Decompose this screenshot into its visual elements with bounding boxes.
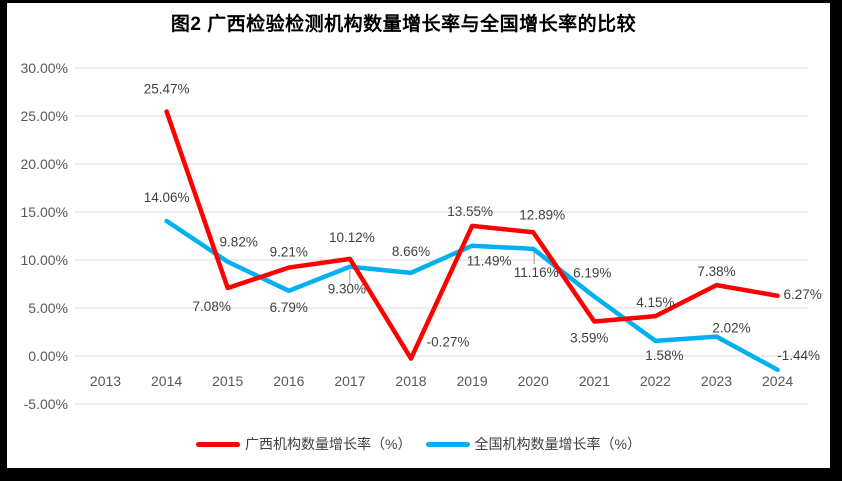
y-axis-tick-label: 20.00%: [21, 156, 68, 172]
legend-label-national: 全国机构数量增长率（%）: [474, 436, 641, 452]
data-label: 9.82%: [220, 235, 258, 250]
data-label: 6.79%: [270, 300, 308, 315]
series-line-national: [164, 218, 780, 373]
data-label: 10.12%: [329, 230, 375, 245]
y-axis-tick-label: -5.00%: [24, 396, 68, 412]
y-axis-tick-label: 15.00%: [21, 204, 68, 220]
data-label: 7.08%: [193, 299, 231, 314]
legend-item-national: 全国机构数量增长率（%）: [425, 434, 641, 454]
data-label: 8.66%: [392, 244, 430, 259]
data-label: 9.30%: [328, 282, 366, 297]
x-axis-tick-label: 2018: [395, 373, 426, 389]
data-label: 2.02%: [712, 321, 750, 336]
x-axis-tick-label: 2022: [640, 373, 671, 389]
x-axis-tick-label: 2017: [334, 373, 365, 389]
data-label: 12.89%: [519, 207, 565, 222]
x-axis-tick-label: 2016: [273, 373, 304, 389]
legend-item-guangxi: 广西机构数量增长率（%）: [196, 434, 412, 454]
data-label: 13.55%: [447, 204, 493, 219]
x-axis-tick-label: 2019: [457, 373, 488, 389]
data-label: 9.21%: [270, 245, 308, 260]
y-axis-tick-label: 10.00%: [21, 252, 68, 268]
data-label: -0.27%: [427, 335, 470, 350]
series-line-guangxi: [164, 109, 780, 361]
x-axis-tick-label: 2023: [701, 373, 732, 389]
guangxi-series-swatch: [196, 441, 241, 447]
x-axis-tick-label: 2013: [90, 373, 121, 389]
data-label: 6.19%: [573, 266, 611, 281]
y-axis-tick-label: 5.00%: [28, 300, 68, 316]
y-axis-tick-label: 0.00%: [28, 348, 68, 364]
legend: 广西机构数量增长率（%） 全国机构数量增长率（%）: [7, 434, 830, 454]
data-label: 4.15%: [636, 295, 674, 310]
data-label: 25.47%: [144, 81, 190, 96]
plot-area: 30.00% 25.00% 20.00% 15.00% 10.00% 5.00% 0.00%…: [21, 60, 822, 412]
data-label: 3.59%: [570, 331, 608, 346]
y-axis-tick-label: 25.00%: [21, 108, 68, 124]
x-axis-tick-label: 2014: [151, 373, 182, 389]
data-label: 6.27%: [783, 287, 821, 302]
national-series-swatch: [425, 441, 470, 447]
data-label: 1.58%: [645, 348, 683, 363]
x-axis-tick-label: 2015: [212, 373, 243, 389]
legend-label-guangxi: 广西机构数量增长率（%）: [245, 436, 412, 452]
data-label: 14.06%: [144, 190, 190, 205]
x-axis-tick-label: 2020: [518, 373, 549, 389]
data-label: 11.49%: [467, 254, 512, 269]
data-label: 7.38%: [697, 264, 735, 279]
chart-title: 图2 广西检验检测机构数量增长率与全国增长率的比较: [170, 14, 637, 35]
y-axis-tick-label: 30.00%: [21, 60, 68, 76]
data-label: 11.16%: [514, 265, 559, 280]
x-axis-tick-label: 2021: [579, 373, 610, 389]
data-label: -1.44%: [777, 348, 820, 363]
x-axis-tick-label: 2024: [762, 373, 793, 389]
